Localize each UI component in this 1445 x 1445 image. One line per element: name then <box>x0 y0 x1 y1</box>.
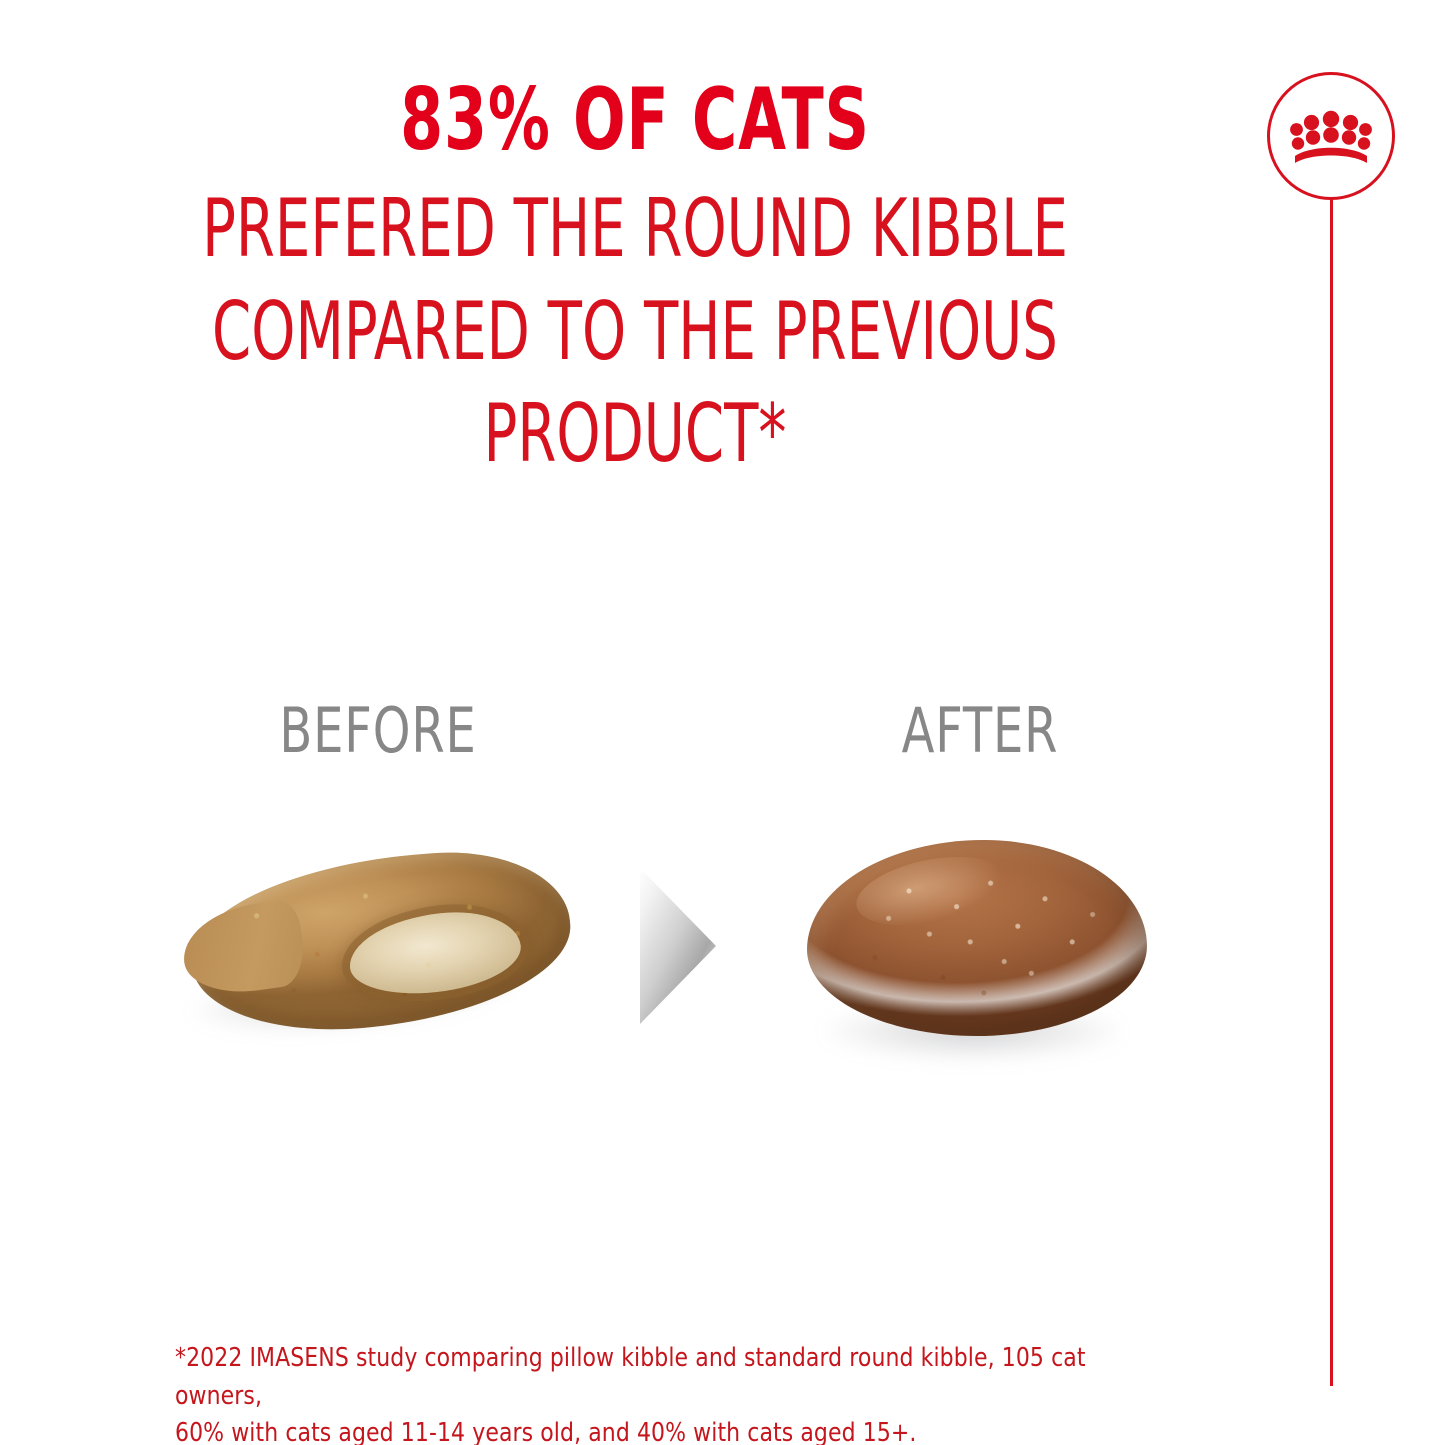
after-kibble-stage <box>765 816 1195 1116</box>
arrow-right-triangle-icon <box>640 868 716 1024</box>
before-label: BEFORE <box>279 694 477 767</box>
kibble-comparison: BEFORE AFTER <box>0 700 1270 1120</box>
headline-body-line-3: PRODUCT* <box>483 387 787 481</box>
logo-stem-line <box>1330 198 1333 1386</box>
headline-body-line-1: PREFERED THE ROUND KIBBLE <box>202 182 1068 276</box>
royal-canin-crown-icon <box>1290 110 1372 163</box>
before-kibble-stage <box>163 816 593 1116</box>
after-panel: AFTER <box>765 700 1195 1120</box>
before-panel: BEFORE <box>163 700 593 1120</box>
round-kibble-photo <box>793 824 1173 1074</box>
pillow-kibble-photo <box>177 841 581 1048</box>
after-label: AFTER <box>901 694 1059 767</box>
arrow-triangle-shape <box>640 868 716 1024</box>
headline-body-line-2: COMPARED TO THE PREVIOUS <box>212 284 1058 378</box>
royal-canin-logo <box>1267 72 1395 200</box>
round-kibble-texture <box>807 840 1147 1036</box>
headline-stat: 83% OF CATS <box>400 70 870 170</box>
footnote: *2022 IMASENS study comparing pillow kib… <box>175 1340 1171 1445</box>
footnote-line-1: *2022 IMASENS study comparing pillow kib… <box>175 1343 1086 1411</box>
headline-block: 83% OF CATS PREFERED THE ROUND KIBBLE CO… <box>0 70 1270 485</box>
footnote-line-2: 60% with cats aged 11-14 years old, and … <box>175 1418 917 1445</box>
headline-body: PREFERED THE ROUND KIBBLE COMPARED TO TH… <box>140 178 1131 485</box>
pillow-kibble-texture <box>184 841 578 1043</box>
